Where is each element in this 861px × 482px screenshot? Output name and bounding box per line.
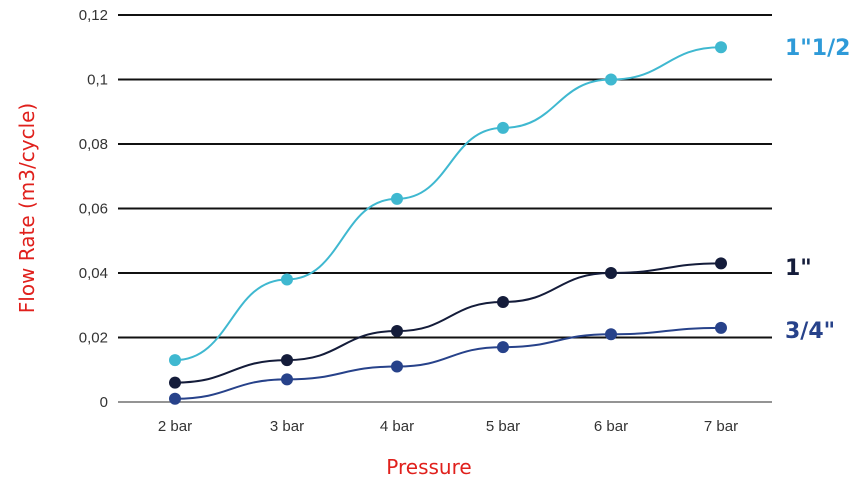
data-point bbox=[169, 354, 181, 367]
x-tick-label: 3 bar bbox=[270, 418, 304, 435]
series-label: 3/4" bbox=[785, 319, 835, 344]
data-point bbox=[391, 192, 403, 205]
data-point bbox=[605, 267, 617, 279]
x-tick-label: 6 bar bbox=[594, 418, 628, 435]
x-tick-label: 2 bar bbox=[158, 418, 192, 435]
series-line bbox=[174, 262, 722, 384]
y-tick-label: 0,06 bbox=[79, 201, 108, 218]
data-point bbox=[605, 328, 617, 341]
y-tick-label: 0,04 bbox=[79, 265, 108, 282]
data-point bbox=[169, 376, 181, 389]
data-point bbox=[497, 121, 509, 134]
y-tick-label: 0,12 bbox=[79, 7, 108, 24]
y-tick-label: 0 bbox=[100, 394, 108, 411]
data-point bbox=[169, 392, 181, 405]
y-tick-label: 0,1 bbox=[87, 72, 108, 89]
x-axis-title: Pressure bbox=[386, 455, 471, 479]
x-tick-label: 7 bar bbox=[704, 418, 738, 435]
series-label: 1"1/2 bbox=[785, 36, 850, 61]
data-point bbox=[715, 257, 727, 270]
series-line bbox=[174, 46, 722, 362]
y-axis-ticks: 0,12 0,1 0,08 0,06 0,04 0,02 0 bbox=[79, 7, 108, 411]
data-point bbox=[281, 373, 293, 386]
data-point bbox=[715, 321, 727, 334]
series-label: 1" bbox=[785, 256, 812, 281]
series-group bbox=[169, 41, 727, 405]
data-point bbox=[715, 41, 727, 54]
data-point bbox=[497, 296, 509, 309]
series-labels: 1"1/2 1" 3/4" bbox=[785, 36, 850, 344]
y-axis-title: Flow Rate (m3/cycle) bbox=[15, 103, 39, 313]
data-point bbox=[281, 354, 293, 367]
y-tick-label: 0,08 bbox=[79, 136, 108, 153]
grid-lines bbox=[118, 14, 772, 403]
x-tick-label: 4 bar bbox=[380, 418, 414, 435]
data-point bbox=[391, 325, 403, 338]
y-tick-label: 0,02 bbox=[79, 330, 108, 347]
data-point bbox=[281, 273, 293, 286]
x-axis-ticks: 2 bar 3 bar 4 bar 5 bar 6 bar 7 bar bbox=[158, 418, 738, 435]
data-point bbox=[497, 341, 509, 354]
series-line bbox=[174, 326, 722, 400]
data-point bbox=[605, 73, 617, 86]
data-point bbox=[391, 360, 403, 373]
x-tick-label: 5 bar bbox=[486, 418, 520, 435]
